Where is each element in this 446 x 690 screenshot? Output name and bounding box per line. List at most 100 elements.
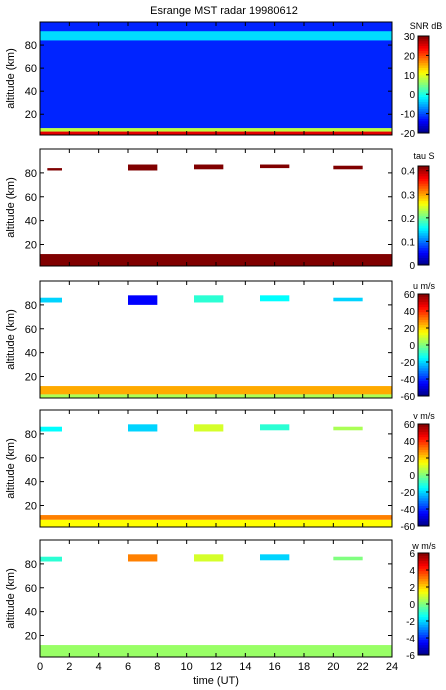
- u-cell-0: [40, 386, 392, 395]
- colorbar-step: [418, 166, 429, 169]
- y-tick-label: 60: [25, 324, 37, 336]
- colorbar-step: [418, 252, 429, 256]
- colorbar-step: [418, 385, 429, 389]
- u-colorbar-label: u m/s: [413, 281, 436, 291]
- u-cell-3: [128, 295, 158, 305]
- colorbar-step: [418, 250, 429, 254]
- colorbar-tick-label: -2: [406, 617, 415, 628]
- colorbar-step: [418, 260, 429, 263]
- colorbar-step: [418, 322, 429, 325]
- y-tick-label: 80: [25, 40, 37, 52]
- colorbar-step: [418, 178, 429, 182]
- colorbar-tick-label: 2: [409, 583, 415, 594]
- colorbar-step: [418, 611, 429, 615]
- colorbar-step: [418, 436, 429, 440]
- colorbar-step: [418, 306, 429, 310]
- colorbar-step: [418, 497, 429, 501]
- colorbar-tick-label: 6: [409, 549, 415, 560]
- colorbar-step: [418, 390, 429, 394]
- y-tick-label: 20: [25, 240, 37, 252]
- u-cell-6: [333, 297, 363, 302]
- snr-heatmap: [40, 22, 392, 135]
- colorbar-step: [418, 200, 429, 204]
- colorbar-step: [418, 583, 429, 587]
- colorbar-step: [418, 40, 429, 44]
- colorbar-tick-label: 0.4: [401, 167, 415, 178]
- colorbar-step: [418, 345, 429, 348]
- y-tick-label: 60: [25, 583, 37, 595]
- colorbar-step: [418, 560, 429, 564]
- colorbar-step: [418, 316, 429, 320]
- colorbar-step: [418, 120, 429, 124]
- colorbar-step: [418, 38, 429, 42]
- colorbar-step: [418, 593, 429, 597]
- u-cell-4: [194, 295, 224, 303]
- colorbar-step: [418, 62, 429, 66]
- colorbar-step: [418, 190, 429, 194]
- colorbar-step: [418, 342, 429, 346]
- colorbar-step: [418, 426, 429, 430]
- colorbar-step: [418, 373, 429, 376]
- colorbar-step: [418, 588, 429, 592]
- colorbar-tick-label: 0: [409, 261, 415, 272]
- colorbar-step: [418, 510, 429, 514]
- colorbar-step: [418, 518, 429, 522]
- u-heatmap: [40, 295, 392, 398]
- y-tick-label: 40: [25, 86, 37, 98]
- colorbar-step: [418, 355, 429, 359]
- tau-x-axis: [39, 149, 393, 266]
- colorbar-step: [418, 60, 429, 64]
- colorbar-tick-label: -20: [401, 488, 416, 499]
- colorbar-step: [418, 255, 429, 258]
- v-y-axis-label: altitude (km): [5, 438, 17, 499]
- colorbar-step: [418, 388, 429, 392]
- w-y-axis: 20 40 60 80: [25, 559, 392, 643]
- x-tick-label: 18: [298, 661, 310, 673]
- colorbar-step: [418, 52, 429, 56]
- y-tick-label: 80: [25, 300, 37, 312]
- colorbar-step: [418, 520, 429, 524]
- colorbar-step: [418, 439, 429, 443]
- colorbar-step: [418, 570, 429, 574]
- colorbar-step: [418, 198, 429, 202]
- colorbar-frame: [417, 35, 430, 134]
- colorbar-step: [418, 296, 429, 300]
- colorbar-tick-label: 0: [409, 341, 415, 352]
- colorbar-step: [418, 299, 429, 303]
- colorbar-step: [418, 232, 429, 236]
- colorbar-step: [418, 170, 429, 174]
- colorbar-step: [418, 492, 429, 496]
- colorbar-step: [418, 652, 429, 656]
- colorbar-step: [418, 74, 429, 78]
- colorbar-step: [418, 360, 429, 364]
- colorbar-step: [418, 365, 429, 369]
- colorbar-step: [418, 490, 429, 494]
- colorbar-step: [418, 565, 429, 569]
- colorbar-step: [418, 637, 429, 641]
- v-cell-4: [194, 424, 224, 432]
- y-tick-label: 40: [25, 216, 37, 228]
- x-tick-label: 14: [239, 661, 251, 673]
- colorbar-step: [418, 327, 429, 331]
- colorbar-step: [418, 619, 429, 623]
- colorbar-step: [418, 227, 429, 231]
- colorbar-step: [418, 429, 429, 433]
- colorbar-step: [418, 128, 429, 131]
- colorbar-step: [418, 123, 429, 127]
- colorbar-step: [418, 634, 429, 638]
- y-tick-label: 60: [25, 192, 37, 204]
- snr-x-axis: [39, 22, 393, 135]
- snr-colorbar-label: SNR dB: [410, 21, 443, 31]
- colorbar-step: [418, 193, 429, 197]
- w-heatmap: [40, 554, 392, 657]
- x-tick-label: 2: [66, 661, 72, 673]
- colorbar-tick-label: -40: [401, 505, 416, 516]
- v-cell-3: [128, 424, 158, 432]
- colorbar-step: [418, 116, 429, 119]
- v-cell-5: [260, 424, 290, 431]
- colorbar-step: [418, 601, 429, 605]
- colorbar-step: [418, 72, 429, 76]
- colorbar-step: [418, 50, 429, 54]
- colorbar-step: [418, 125, 429, 129]
- colorbar-step: [418, 220, 429, 224]
